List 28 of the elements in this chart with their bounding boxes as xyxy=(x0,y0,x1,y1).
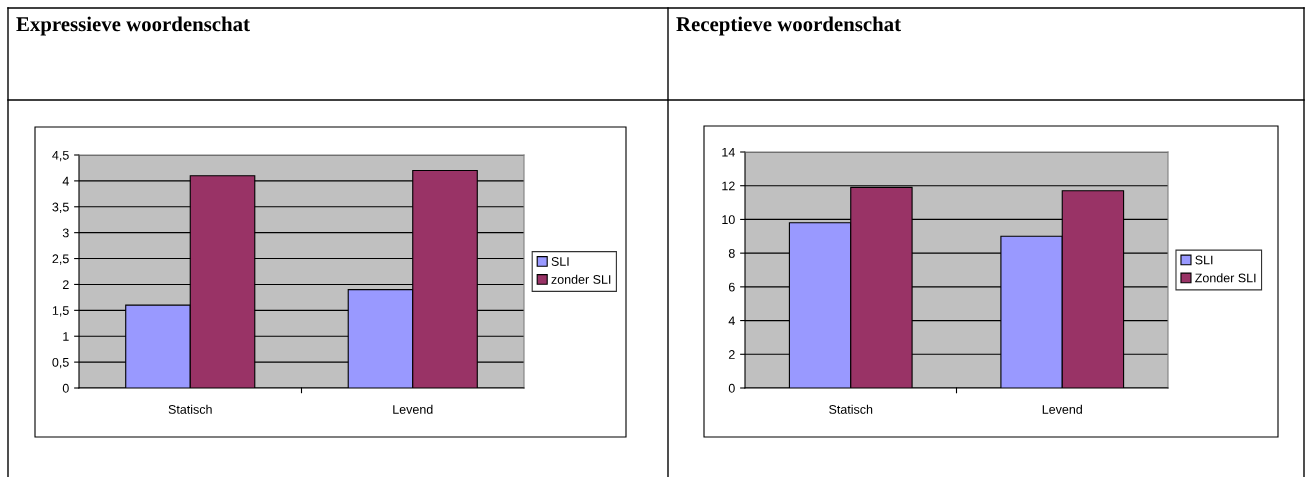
x-tick-label: Levend xyxy=(393,404,433,414)
y-tick-label: 2,5 xyxy=(52,254,69,265)
y-tick-label: 4,5 xyxy=(52,150,69,162)
y-tick-label: 1 xyxy=(63,332,69,341)
legend-label: SLI xyxy=(551,257,569,266)
y-tick-label: 3 xyxy=(62,228,69,238)
legend-label: Zonder SLI xyxy=(1195,273,1256,283)
y-tick-label: 12 xyxy=(722,181,735,191)
x-tick-label: Levend xyxy=(1042,404,1082,414)
y-tick-label: 1,5 xyxy=(52,306,69,317)
y-tick-label: 4 xyxy=(62,176,69,186)
y-tick-label: 3,5 xyxy=(52,202,69,213)
y-tick-label: 6 xyxy=(728,282,735,292)
chart-title: Expressieve woordenschat xyxy=(16,16,250,36)
y-tick-label: 10 xyxy=(722,215,735,225)
y-tick-label: 0 xyxy=(728,383,735,393)
y-tick-label: 0 xyxy=(62,383,69,393)
y-tick-label: 2 xyxy=(62,280,69,289)
y-tick-label: 2 xyxy=(728,350,735,359)
y-tick-label: 4 xyxy=(728,316,735,326)
y-tick-label: 8 xyxy=(728,248,735,258)
chart-title: Receptieve woordenschat xyxy=(676,16,901,36)
x-tick-label: Statisch xyxy=(829,404,873,414)
legend-label: zonder SLI xyxy=(551,274,611,284)
y-tick-label: 0,5 xyxy=(52,357,69,369)
y-tick-label: 14 xyxy=(722,147,735,157)
legend-label: SLI xyxy=(1195,255,1213,265)
x-tick-label: Statisch xyxy=(168,404,212,414)
